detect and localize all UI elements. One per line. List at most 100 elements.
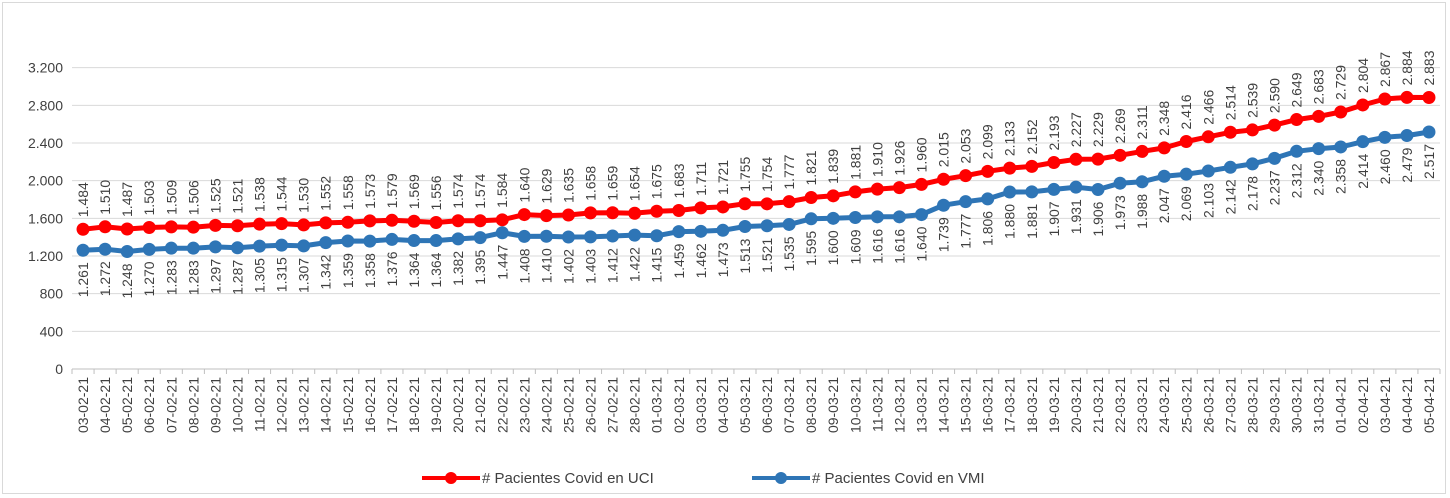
data-point-uci (1025, 159, 1039, 173)
data-point-uci (142, 220, 156, 234)
data-label-uci: 2.133 (1002, 121, 1018, 156)
data-label-uci: 1.754 (759, 157, 775, 192)
data-label-vmi: 1.422 (627, 247, 643, 282)
x-tick-label: 03-02-21 (75, 377, 91, 433)
data-point-vmi (98, 242, 112, 256)
data-label-uci: 1.556 (428, 175, 444, 210)
data-label-vmi: 1.931 (1068, 199, 1084, 234)
data-point-vmi (1091, 183, 1105, 197)
data-label-vmi: 1.395 (472, 249, 488, 284)
data-label-uci: 1.558 (340, 175, 356, 210)
x-tick-label: 28-02-21 (627, 377, 643, 433)
data-label-vmi: 1.272 (97, 261, 113, 296)
x-tick-label: 24-02-21 (538, 377, 554, 433)
data-point-uci (341, 215, 355, 229)
x-tick-label: 02-03-21 (671, 377, 687, 433)
data-point-uci (716, 200, 730, 214)
x-tick-label: 11-03-21 (869, 377, 885, 432)
data-label-uci: 1.552 (318, 176, 334, 211)
data-label-vmi: 1.283 (185, 260, 201, 295)
x-tick-label: 18-02-21 (406, 377, 422, 433)
data-label-uci: 1.506 (185, 180, 201, 215)
data-point-uci (1113, 148, 1127, 162)
x-tick-label: 16-02-21 (362, 377, 378, 433)
x-tick-label: 05-04-21 (1421, 377, 1437, 433)
data-label-uci: 1.881 (847, 145, 863, 180)
data-point-vmi (1047, 182, 1061, 196)
data-label-vmi: 1.640 (913, 226, 929, 261)
data-point-vmi (120, 244, 134, 258)
data-label-uci: 1.530 (296, 178, 312, 213)
data-label-vmi: 2.414 (1355, 153, 1371, 188)
x-tick-label: 08-02-21 (185, 377, 201, 433)
x-tick-label: 08-03-21 (803, 377, 819, 433)
x-tick-label: 04-02-21 (97, 377, 113, 433)
legend-swatch-vmi (752, 468, 810, 488)
data-label-vmi: 1.600 (825, 230, 841, 265)
data-point-vmi (1003, 185, 1017, 199)
x-tick-label: 28-03-21 (1244, 377, 1260, 433)
data-point-uci (606, 206, 620, 220)
data-label-uci: 1.658 (583, 166, 599, 201)
data-point-uci (539, 209, 553, 223)
x-tick-label: 19-03-21 (1046, 377, 1062, 433)
data-point-vmi (1223, 160, 1237, 174)
x-tick-label: 13-03-21 (913, 377, 929, 433)
data-point-vmi (1312, 142, 1326, 156)
data-label-uci: 1.777 (781, 154, 797, 189)
line-chart: 0 400 800 1.200 1.600 2.000 2.400 2.800 3.200 03-… (28, 50, 1441, 433)
data-label-uci: 1.569 (406, 174, 422, 209)
data-label-uci: 1.755 (737, 156, 753, 191)
data-label-uci: 2.804 (1355, 58, 1371, 93)
data-label-vmi: 1.403 (583, 249, 599, 284)
x-tick-label: 01-04-21 (1333, 377, 1349, 433)
x-tick-label: 11-02-21 (252, 377, 268, 432)
data-label-vmi: 1.376 (384, 251, 400, 286)
x-tick-label: 05-02-21 (119, 377, 135, 433)
data-point-uci (451, 214, 465, 228)
data-label-uci: 2.729 (1333, 65, 1349, 100)
data-label-vmi: 1.415 (649, 248, 665, 283)
data-point-vmi (848, 210, 862, 224)
data-label-vmi: 2.069 (1178, 186, 1194, 221)
data-point-vmi (804, 212, 818, 226)
data-point-uci (429, 215, 443, 229)
data-point-uci (275, 217, 289, 231)
x-tick-label: 03-04-21 (1377, 377, 1393, 433)
data-point-vmi (1135, 175, 1149, 189)
y-tick-label: 3.200 (28, 60, 63, 76)
x-tick-label: 27-03-21 (1222, 377, 1238, 433)
y-tick-label: 1.200 (28, 248, 63, 264)
x-tick-label: 16-03-21 (980, 377, 996, 433)
x-tick-label: 04-04-21 (1399, 377, 1415, 433)
x-tick-label: 14-02-21 (318, 377, 334, 433)
data-point-vmi (694, 224, 708, 238)
data-label-uci: 1.544 (274, 176, 290, 211)
data-label-vmi: 1.412 (605, 248, 621, 283)
data-label-uci: 1.574 (472, 174, 488, 209)
data-label-vmi: 2.358 (1333, 159, 1349, 194)
x-tick-label: 22-03-21 (1112, 377, 1128, 433)
data-label-vmi: 1.283 (163, 260, 179, 295)
x-tick-label: 18-03-21 (1024, 377, 1040, 433)
x-tick-label: 12-03-21 (891, 377, 907, 433)
data-point-uci (870, 182, 884, 196)
data-label-uci: 1.659 (605, 166, 621, 201)
data-label-vmi: 1.616 (869, 229, 885, 264)
data-label-uci: 1.579 (384, 173, 400, 208)
data-point-uci (1003, 161, 1017, 175)
data-label-vmi: 1.358 (362, 253, 378, 288)
data-point-uci (1135, 144, 1149, 158)
x-tick-label: 17-02-21 (384, 377, 400, 433)
data-point-uci (650, 204, 664, 218)
data-point-uci (561, 208, 575, 222)
x-tick-label: 05-03-21 (737, 377, 753, 433)
x-tick-label: 12-02-21 (274, 377, 290, 433)
data-point-uci (1047, 155, 1061, 169)
data-label-vmi: 1.315 (274, 257, 290, 292)
x-tick-label: 06-02-21 (141, 377, 157, 433)
data-label-uci: 2.152 (1024, 119, 1040, 154)
chart-legend: # Pacientes Covid en UCI # Pacientes Cov… (0, 466, 1450, 492)
legend-marker-uci (445, 472, 457, 484)
data-label-uci: 1.584 (494, 173, 510, 208)
